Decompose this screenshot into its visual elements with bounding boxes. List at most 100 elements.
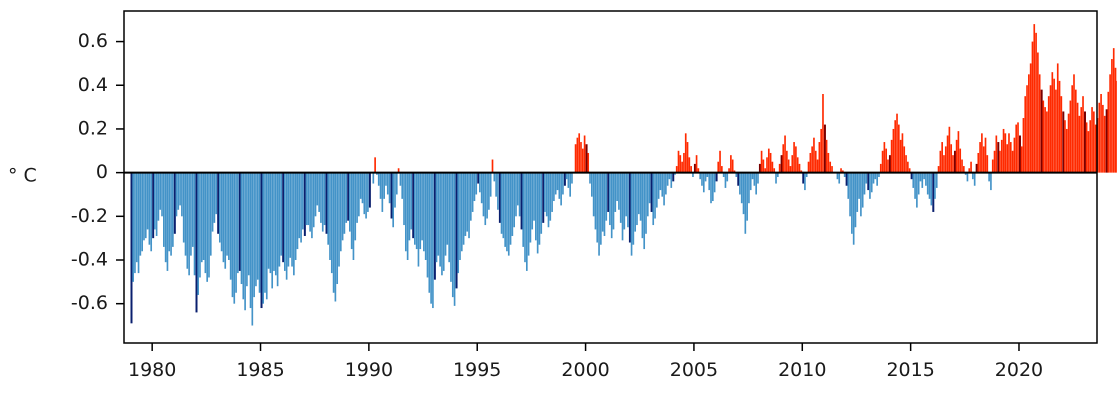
anomaly-bar xyxy=(253,172,255,298)
anomaly-bar xyxy=(869,172,871,199)
anomaly-bar xyxy=(143,172,145,241)
anomaly-bar xyxy=(1026,85,1028,173)
anomaly-bar xyxy=(159,172,162,210)
anomaly-bar xyxy=(645,172,647,234)
anomaly-bar xyxy=(468,172,470,239)
anomaly-bar xyxy=(202,172,205,260)
anomaly-bar xyxy=(1044,107,1046,173)
anomaly-bar xyxy=(887,159,889,173)
anomaly-bar xyxy=(934,172,936,199)
anomaly-bar xyxy=(656,172,658,208)
anomaly-bar xyxy=(612,172,615,230)
anomaly-bar xyxy=(762,159,765,173)
anomaly-bar xyxy=(758,163,761,173)
anomaly-bar xyxy=(329,172,331,260)
anomaly-bar xyxy=(1040,89,1043,173)
anomaly-bar xyxy=(238,172,241,271)
anomaly-bar xyxy=(533,172,535,221)
anomaly-bar xyxy=(858,172,860,199)
anomaly-bar xyxy=(479,172,481,193)
anomaly-bar xyxy=(339,172,342,252)
anomaly-bar xyxy=(636,172,638,226)
anomaly-bar xyxy=(1008,133,1010,173)
anomaly-bar xyxy=(1073,74,1075,173)
anomaly-bar xyxy=(260,172,263,309)
anomaly-bar xyxy=(630,172,633,256)
anomaly-bar xyxy=(677,150,680,173)
anomaly-bar xyxy=(224,172,227,269)
anomaly-bar xyxy=(657,172,660,199)
anomaly-bar xyxy=(363,172,366,215)
anomaly-bar xyxy=(717,161,720,173)
anomaly-bar xyxy=(755,172,757,195)
anomaly-bar xyxy=(1114,67,1117,173)
anomaly-bar xyxy=(591,172,593,197)
anomaly-bar xyxy=(879,163,882,173)
anomaly-bar xyxy=(291,172,293,267)
anomaly-bar xyxy=(609,172,611,226)
anomaly-bar xyxy=(529,172,532,243)
anomaly-bar xyxy=(589,172,591,184)
anomaly-bar xyxy=(137,172,140,274)
anomaly-bar xyxy=(267,172,270,269)
anomaly-bar xyxy=(1067,113,1070,173)
anomaly-bar xyxy=(751,172,754,180)
anomaly-bar xyxy=(401,172,404,199)
anomaly-bar xyxy=(594,172,597,230)
anomaly-bar xyxy=(1018,135,1021,173)
anomaly-bar xyxy=(157,172,160,221)
anomaly-bar xyxy=(482,172,485,217)
anomaly-bar xyxy=(571,172,573,184)
anomaly-bar xyxy=(226,172,228,256)
anomaly-bar xyxy=(907,161,909,173)
anomaly-bar xyxy=(377,172,380,186)
anomaly-bar xyxy=(975,163,978,173)
anomaly-bar xyxy=(172,172,174,247)
anomaly-bar xyxy=(807,161,810,173)
anomaly-bar xyxy=(334,172,337,302)
anomaly-bar xyxy=(574,144,577,173)
anomaly-bar xyxy=(1013,137,1016,173)
anomaly-bar xyxy=(563,172,566,186)
anomaly-bar xyxy=(993,150,996,173)
anomaly-bar xyxy=(950,144,953,173)
anomaly-bar xyxy=(408,172,411,241)
anomaly-bar xyxy=(661,172,664,197)
anomaly-bar xyxy=(804,172,806,191)
anomaly-bar xyxy=(399,172,402,186)
anomaly-bar xyxy=(184,172,187,256)
anomaly-bar xyxy=(280,172,283,256)
anomaly-bar xyxy=(394,172,396,208)
anomaly-bar xyxy=(347,172,350,221)
anomaly-bar xyxy=(926,172,929,195)
anomaly-bar xyxy=(625,172,627,217)
anomaly-bar xyxy=(316,172,319,206)
anomaly-bar xyxy=(181,172,183,217)
anomaly-bar xyxy=(428,172,431,293)
anomaly-bar xyxy=(497,172,499,210)
anomaly-bar xyxy=(188,172,190,276)
anomaly-bar xyxy=(1031,41,1034,173)
anomaly-bar xyxy=(417,172,420,267)
anomaly-bar xyxy=(914,172,916,199)
anomaly-bar xyxy=(581,148,584,173)
anomaly-bar xyxy=(621,172,624,241)
anomaly-bar xyxy=(524,172,526,263)
anomaly-bar xyxy=(744,172,747,234)
x-tick-label: 1985 xyxy=(236,359,284,381)
y-tick-label: 0.6 xyxy=(78,30,108,52)
anomaly-bar xyxy=(432,172,434,309)
anomaly-bar xyxy=(775,172,777,184)
anomaly-bar xyxy=(742,172,745,215)
anomaly-bar xyxy=(235,172,237,293)
anomaly-bar xyxy=(1038,74,1041,173)
anomaly-bar xyxy=(995,135,998,173)
anomaly-bar xyxy=(535,172,537,241)
anomaly-bar xyxy=(683,152,685,173)
anomaly-bar xyxy=(168,172,171,252)
anomaly-bar xyxy=(607,172,610,212)
y-tick-label: 0 xyxy=(96,161,108,183)
anomaly-bar xyxy=(161,172,163,217)
y-tick-label: -0.4 xyxy=(71,249,108,271)
